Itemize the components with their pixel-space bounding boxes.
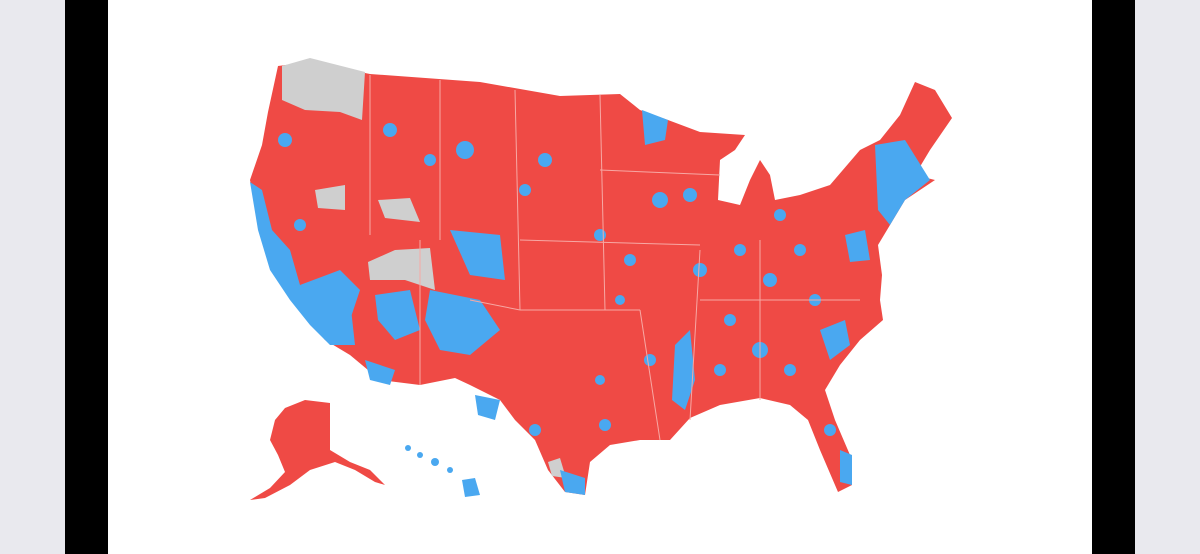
blue-region [365,360,395,385]
gray-region [282,58,365,120]
blue-region [450,230,505,280]
blue-region [300,270,360,320]
blue-region [375,290,420,340]
state-borders [369,75,860,441]
blue-region [642,110,668,145]
blue-region [672,330,695,410]
blue-region [875,140,930,225]
right-bar [1092,0,1135,554]
alaska [250,400,385,500]
left-bar [65,0,108,554]
blue-region [560,470,585,495]
contiguous-us [250,62,952,495]
gray-region [315,185,345,210]
gray-region [368,248,435,290]
blue-region [820,320,850,360]
gray-region [378,198,420,222]
hawaii [405,445,480,497]
blue-region [425,290,500,355]
blue-counties [278,123,836,436]
blue-region [475,395,500,420]
blue-region [840,450,852,485]
blue-region [845,230,870,262]
